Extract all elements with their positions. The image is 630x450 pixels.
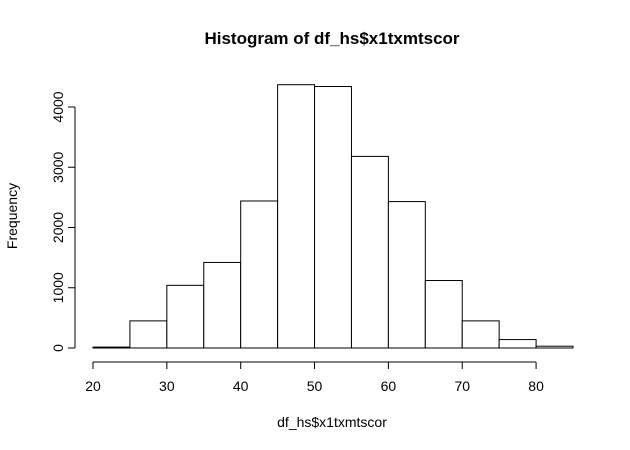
histogram-bar [166,284,205,349]
histogram-bar [129,320,168,349]
histogram-bar [535,345,574,349]
histogram-bar [240,200,279,349]
histogram-bar [92,346,131,349]
y-tick-label: 4000 [50,91,66,122]
histogram-bar [277,84,316,349]
x-tick-label: 60 [381,378,397,394]
histogram-bar [498,339,537,349]
x-axis: 20 30 40 50 60 70 80 [85,361,544,394]
x-tick-label: 40 [233,378,249,394]
histogram-bar [203,261,242,349]
histogram-bar [314,86,352,349]
x-tick-label: 70 [454,378,470,394]
x-tick-label: 30 [159,378,175,394]
histogram-bar [350,155,389,349]
x-tick-label: 50 [307,378,323,394]
histogram-bar [387,201,426,349]
y-axis: 0 1000 2000 3000 4000 [50,91,76,352]
x-tick-label: 20 [85,378,101,394]
histogram-bar [461,320,500,349]
y-tick-label: 0 [50,344,66,352]
y-tick-label: 3000 [50,151,66,182]
histogram-bar [424,280,463,349]
x-axis-label: df_hs$x1txmtscor [277,414,387,430]
y-tick-label: 1000 [50,272,66,303]
bars-group [92,84,574,349]
y-axis-label: Frequency [4,183,20,249]
x-tick-label: 80 [528,378,544,394]
chart-title: Histogram of df_hs$x1txmtscor [204,29,459,48]
y-tick-label: 2000 [50,212,66,243]
